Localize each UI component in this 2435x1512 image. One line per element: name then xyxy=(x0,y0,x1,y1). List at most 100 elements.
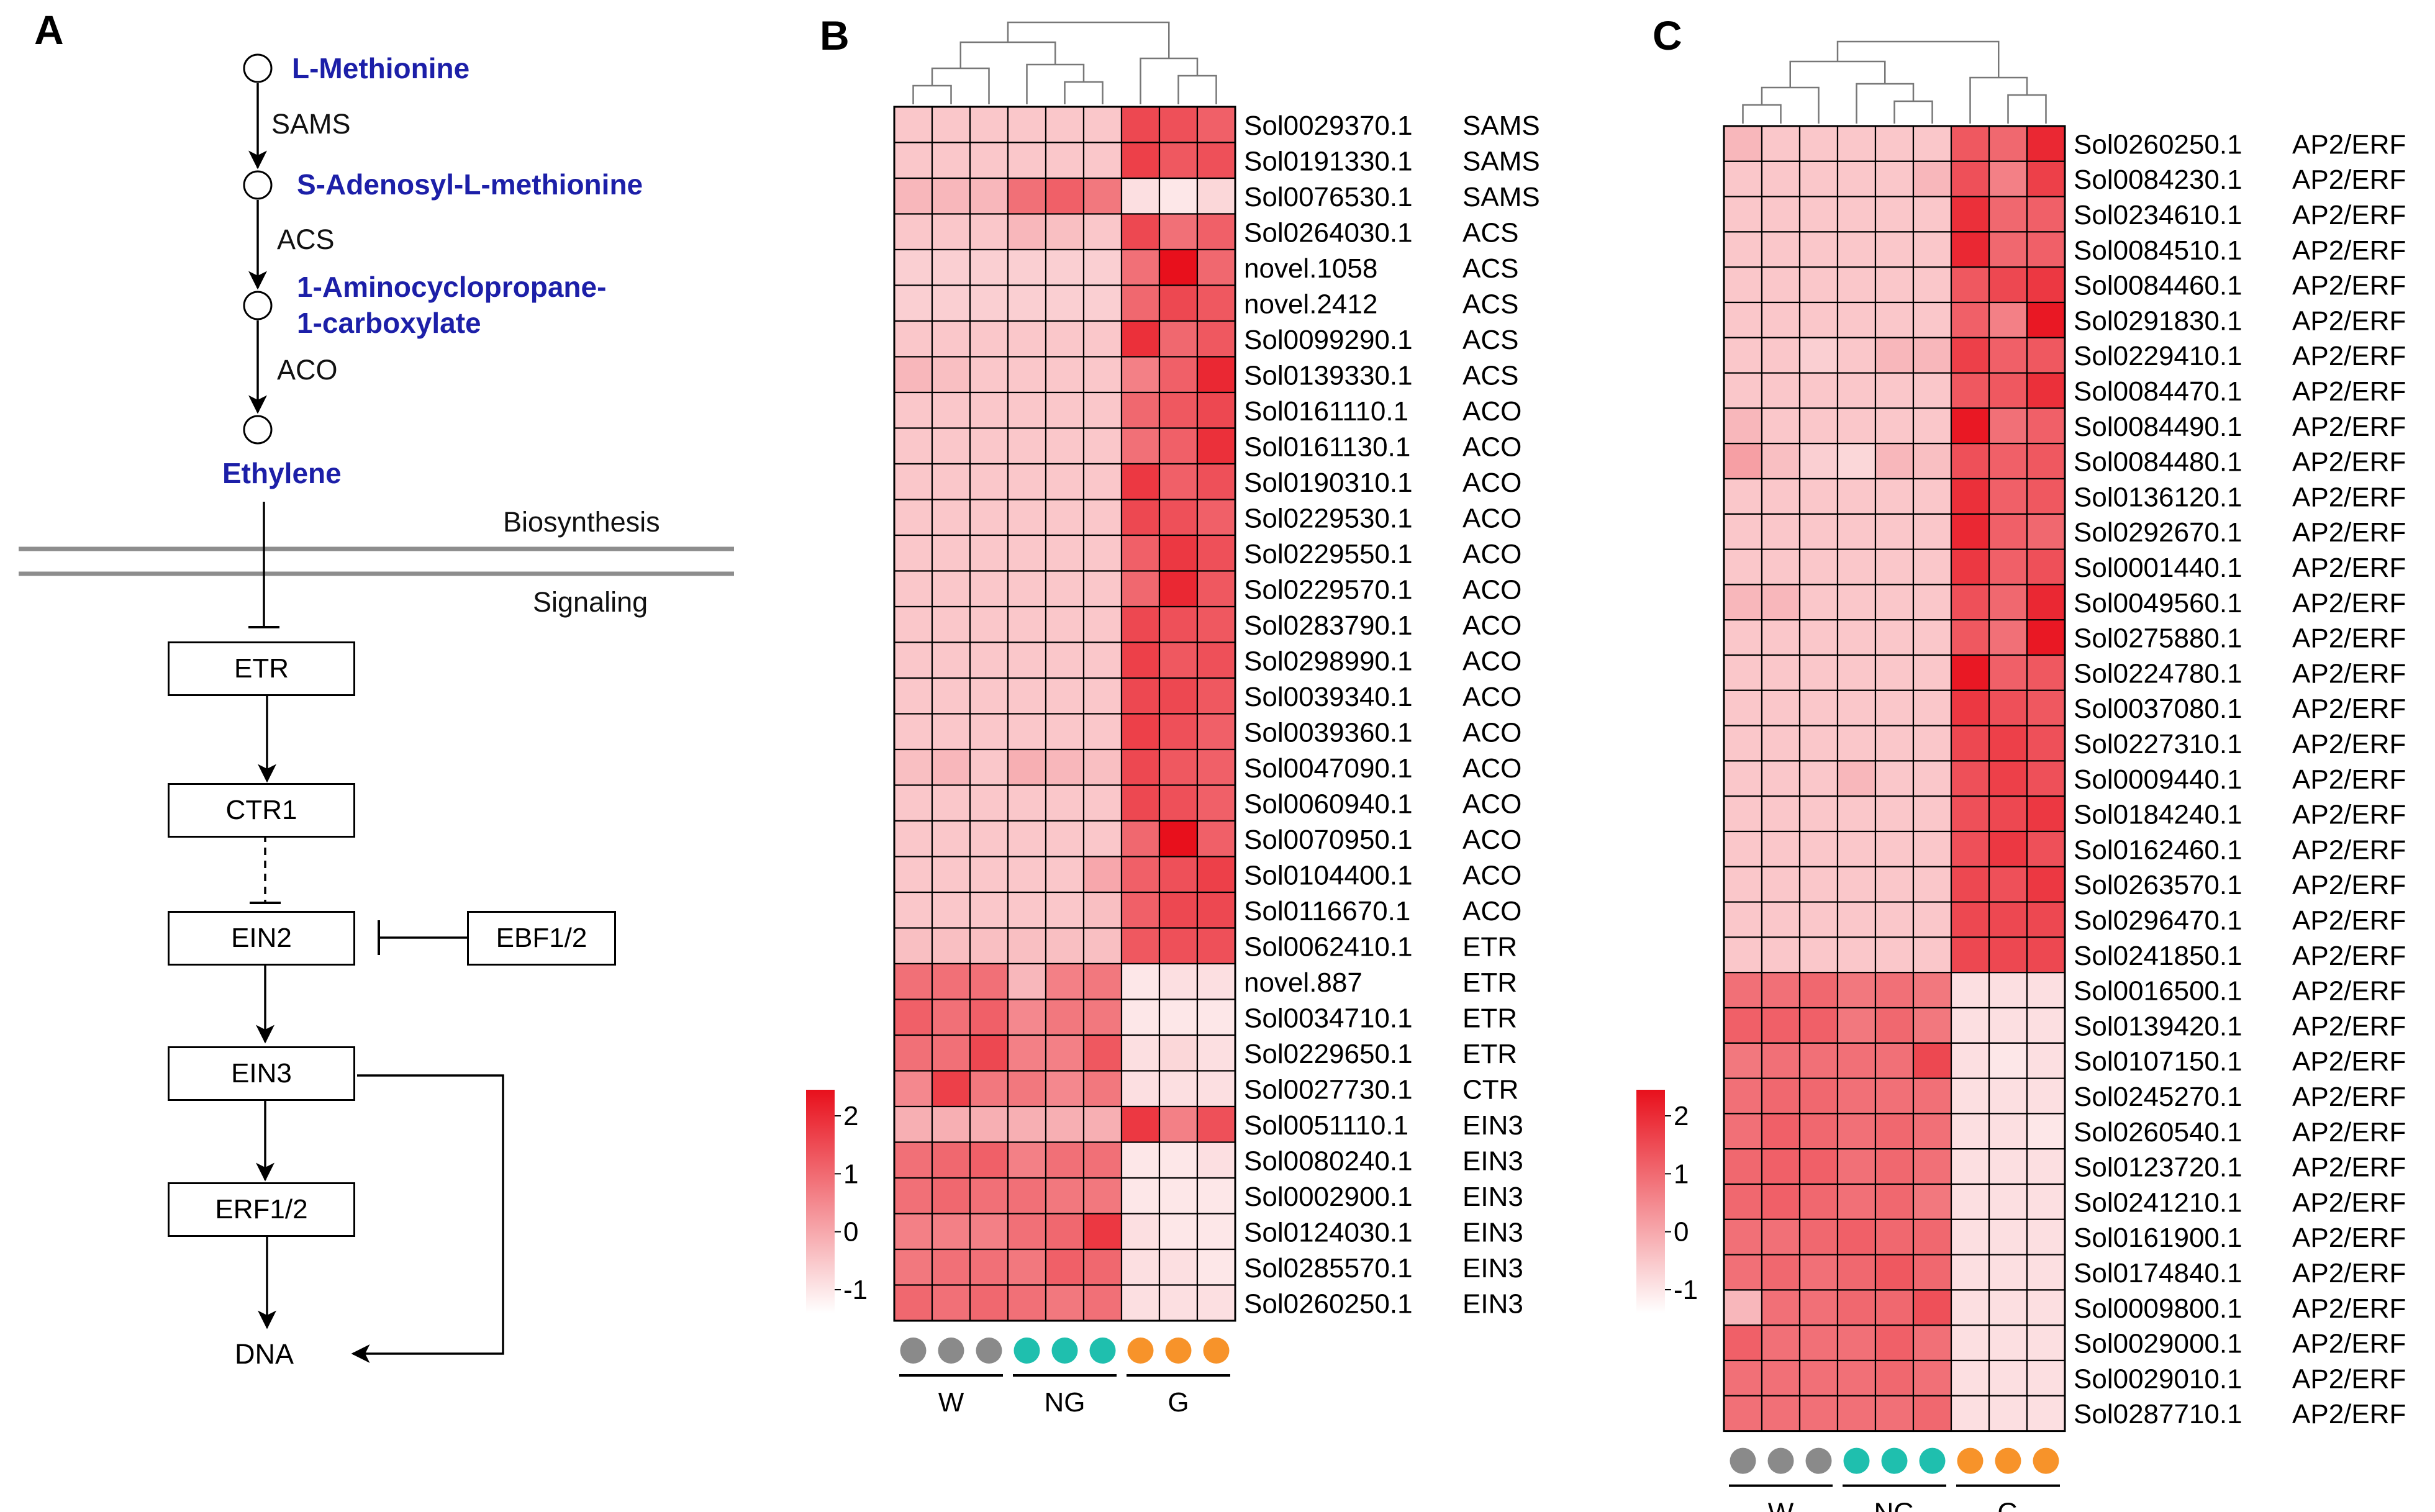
family-label: AP2/ERF xyxy=(2292,941,2406,971)
heatmap-cell xyxy=(969,1105,1009,1143)
heatmap-cell xyxy=(2026,160,2066,197)
heatmap-cell xyxy=(1988,196,2028,233)
heatmap-cell xyxy=(1950,619,1990,656)
heatmap-cell xyxy=(1723,301,1763,338)
node-sam xyxy=(243,170,273,200)
group-dot xyxy=(1805,1447,1832,1474)
heatmap-cell xyxy=(1874,372,1915,409)
heatmap-cell xyxy=(1120,1141,1161,1179)
heatmap-cell xyxy=(1007,320,1047,358)
gene-label: Sol0241850.1 xyxy=(2074,941,2242,971)
heatmap-cell xyxy=(1798,231,1839,268)
heatmap-cell xyxy=(1158,463,1199,500)
heatmap-cell xyxy=(931,427,971,465)
heatmap-cell xyxy=(969,534,1009,572)
heatmap-cell xyxy=(1082,713,1123,751)
heatmap-cell xyxy=(1874,125,1915,162)
heatmap-panel-b: B Sol0029370.1 SAMS Sol0191330.1 SAMS Sol0076… xyxy=(806,12,1540,1418)
heatmap-cell xyxy=(893,962,933,1000)
heatmap-cell xyxy=(931,463,971,500)
heatmap-cell xyxy=(1082,570,1123,608)
heatmap-cell xyxy=(1874,266,1915,304)
heatmap-cell xyxy=(1120,641,1161,679)
heatmap-cell xyxy=(1120,820,1161,858)
heatmap-cell xyxy=(1874,1395,1915,1432)
heatmap-cell xyxy=(1950,337,1990,374)
heatmap-cell xyxy=(1082,605,1123,643)
heatmap-cell xyxy=(1045,106,1085,143)
group-label: G xyxy=(1168,1387,1189,1418)
heatmap-cell xyxy=(1158,1177,1199,1215)
heatmap-cell xyxy=(1836,372,1877,409)
heatmap-cell xyxy=(969,748,1009,786)
heatmap-cell xyxy=(1196,106,1236,143)
heatmap-cell xyxy=(1950,1007,1990,1044)
heatmap-cell xyxy=(1988,1359,2028,1397)
heatmap-cell xyxy=(1007,463,1047,500)
heatmap-cell xyxy=(1120,784,1161,822)
heatmap-cell xyxy=(1836,936,1877,974)
group-dot xyxy=(1051,1338,1078,1364)
family-label: AP2/ERF xyxy=(2292,588,2406,618)
heatmap-cell xyxy=(1082,248,1123,286)
family-label: ACO xyxy=(1462,432,1521,462)
family-label: AP2/ERF xyxy=(2292,905,2406,936)
heatmap-cell xyxy=(1082,320,1123,358)
heatmap-cell xyxy=(1723,830,1763,867)
heatmap-cell xyxy=(931,213,971,251)
heatmap-cell xyxy=(931,784,971,822)
gene-label: Sol0049560.1 xyxy=(2074,588,2242,618)
heatmap-panel-c: C Sol0260250.1 AP2/ERF Sol0084230.1 AP2/ERF S… xyxy=(1636,12,2406,1512)
heatmap-cell xyxy=(1158,534,1199,572)
family-label: AP2/ERF xyxy=(2292,658,2406,689)
dendrogram-link xyxy=(1026,63,1085,104)
gene-label: Sol0084470.1 xyxy=(2074,376,2242,407)
heatmap-cell xyxy=(1950,760,1990,797)
heatmap-cell xyxy=(1950,936,1990,974)
gene-label: Sol0241210.1 xyxy=(2074,1187,2242,1218)
node-acc xyxy=(243,291,273,320)
gene-label: Sol0016500.1 xyxy=(2074,976,2242,1007)
heatmap-cell xyxy=(1045,677,1085,715)
heatmap-cell xyxy=(1007,677,1047,715)
heatmap-cell xyxy=(1196,248,1236,286)
heatmap-cell xyxy=(1836,231,1877,268)
gene-label: Sol0029370.1 xyxy=(1244,111,1413,141)
gene-label: Sol0029010.1 xyxy=(2074,1364,2242,1394)
heatmap-cell xyxy=(1158,427,1199,465)
heatmap-cell xyxy=(1912,901,1952,938)
color-key-bar xyxy=(1636,1090,1665,1313)
heatmap-cell xyxy=(1120,1177,1161,1215)
heatmap-cell xyxy=(1836,1289,1877,1326)
heatmap-cell xyxy=(2026,1042,2066,1079)
heatmap-cell xyxy=(1988,1007,2028,1044)
heatmap-cell xyxy=(1874,337,1915,374)
heatmap-cell xyxy=(1120,284,1161,322)
heatmap-cell xyxy=(1798,548,1839,586)
heatmap-cell xyxy=(1836,901,1877,938)
heatmap-cell xyxy=(931,248,971,286)
heatmap-cell xyxy=(1761,866,1801,903)
heatmap-cell xyxy=(1874,1077,1915,1115)
family-label: AP2/ERF xyxy=(2292,870,2406,900)
enzyme-sams: SAMS xyxy=(271,108,351,140)
gene-label: Sol0123720.1 xyxy=(2074,1152,2242,1183)
heatmap-cell xyxy=(1988,795,2028,833)
heatmap-cell xyxy=(2026,1395,2066,1432)
heatmap-cell xyxy=(1836,266,1877,304)
heatmap-cell xyxy=(1798,407,1839,445)
heatmap-cell xyxy=(1761,619,1801,656)
heatmap-cell xyxy=(1158,142,1199,179)
group-dot xyxy=(1127,1338,1154,1364)
heatmap-cell xyxy=(1045,891,1085,929)
family-label: AP2/ERF xyxy=(2292,341,2406,371)
gene-label: Sol0263570.1 xyxy=(2074,870,2242,900)
heatmap-cell xyxy=(1007,962,1047,1000)
heatmap-cell xyxy=(1158,1284,1199,1322)
heatmap-cell xyxy=(1874,160,1915,197)
dendrogram-link xyxy=(1742,104,1782,124)
group-dot xyxy=(1843,1447,1870,1474)
heatmap-cell xyxy=(2026,301,2066,338)
heatmap-cell xyxy=(1120,463,1161,500)
arrow-ein3-dna xyxy=(351,1074,504,1363)
